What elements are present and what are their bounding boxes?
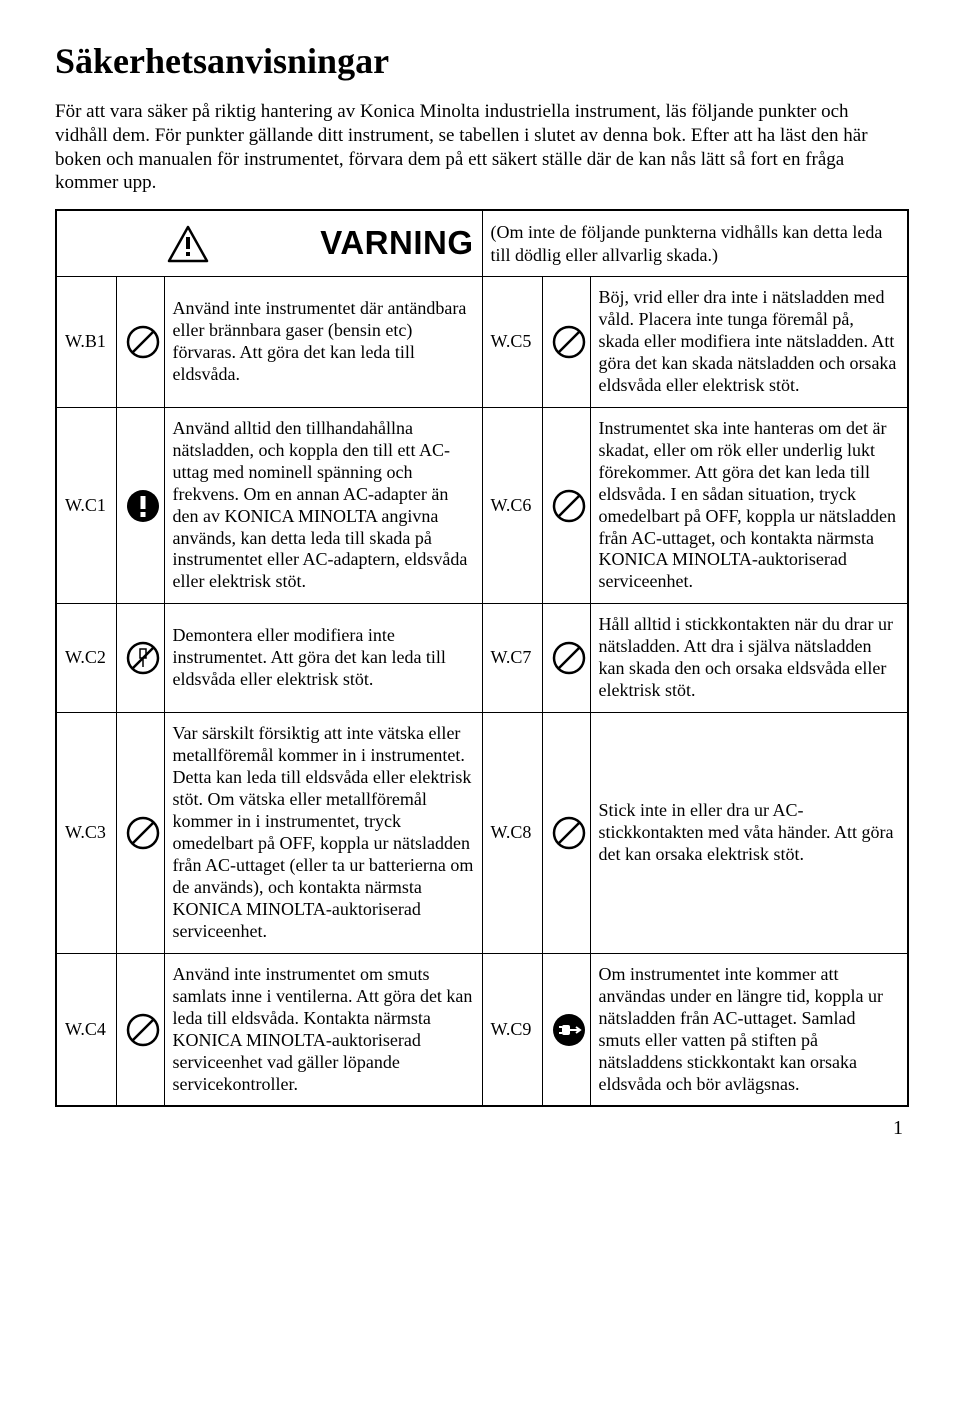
row-icon-left	[116, 604, 164, 713]
prohibit-icon	[125, 815, 161, 851]
prohibit-icon	[125, 1012, 161, 1048]
warning-header-right: (Om inte de följande punkterna vidhålls …	[482, 210, 908, 277]
prohibit-icon	[551, 324, 587, 360]
row-code-left: W.C3	[56, 713, 116, 954]
row-icon-right	[542, 713, 590, 954]
row-code-right: W.C6	[482, 407, 542, 604]
row-text-right: Böj, vrid eller dra inte i nätsladden me…	[590, 277, 908, 408]
row-text-left: Använd inte instrumentet om smuts samlat…	[164, 953, 482, 1106]
row-text-right: Stick inte in eller dra ur AC-stickkonta…	[590, 713, 908, 954]
row-icon-right	[542, 407, 590, 604]
warning-header-row: VARNING (Om inte de följande punkterna v…	[56, 210, 908, 277]
page-number: 1	[55, 1117, 905, 1140]
row-code-right: W.C5	[482, 277, 542, 408]
table-row: W.C4 Använd inte instrumentet om smuts sa…	[56, 953, 908, 1106]
mandatory-icon	[125, 488, 161, 524]
warning-note: (Om inte de följande punkterna vidhålls …	[491, 221, 900, 266]
row-text-right: Om instrumentet inte kommer att användas…	[590, 953, 908, 1106]
intro-text: För att vara säker på riktig hantering a…	[55, 100, 905, 195]
row-code-right: W.C9	[482, 953, 542, 1106]
row-code-right: W.C7	[482, 604, 542, 713]
unplug-icon	[551, 1012, 587, 1048]
table-row: W.C1 Använd alltid den tillhandahållna nä…	[56, 407, 908, 604]
prohibit-icon	[551, 815, 587, 851]
row-icon-left	[116, 713, 164, 954]
table-row: W.C2 Demontera eller modifiera inte instr…	[56, 604, 908, 713]
row-code-right: W.C8	[482, 713, 542, 954]
prohibit-icon	[551, 488, 587, 524]
warning-header-left: VARNING	[56, 210, 482, 277]
prohibit-icon	[125, 324, 161, 360]
row-code-left: W.C4	[56, 953, 116, 1106]
row-text-right: Håll alltid i stickkontakten när du drar…	[590, 604, 908, 713]
no-disassemble-icon	[125, 640, 161, 676]
table-row: W.B1 Använd inte instrumentet där antändb…	[56, 277, 908, 408]
warning-triangle-icon	[167, 225, 209, 263]
row-text-left: Demontera eller modifiera inte instrumen…	[164, 604, 482, 713]
row-icon-left	[116, 277, 164, 408]
row-text-left: Använd alltid den tillhandahållna nätsla…	[164, 407, 482, 604]
row-code-left: W.B1	[56, 277, 116, 408]
row-icon-right	[542, 277, 590, 408]
row-icon-left	[116, 953, 164, 1106]
prohibit-icon	[551, 640, 587, 676]
row-text-left: Använd inte instrumentet där antändbara …	[164, 277, 482, 408]
row-text-right: Instrumentet ska inte hanteras om det är…	[590, 407, 908, 604]
row-code-left: W.C1	[56, 407, 116, 604]
row-icon-right	[542, 953, 590, 1106]
table-row: W.C3 Var särskilt försiktig att inte väts…	[56, 713, 908, 954]
row-icon-left	[116, 407, 164, 604]
warning-label: VARNING	[320, 223, 473, 263]
safety-table: VARNING (Om inte de följande punkterna v…	[55, 209, 909, 1107]
row-text-left: Var särskilt försiktig att inte vätska e…	[164, 713, 482, 954]
page-title: Säkerhetsanvisningar	[55, 40, 905, 82]
row-code-left: W.C2	[56, 604, 116, 713]
row-icon-right	[542, 604, 590, 713]
